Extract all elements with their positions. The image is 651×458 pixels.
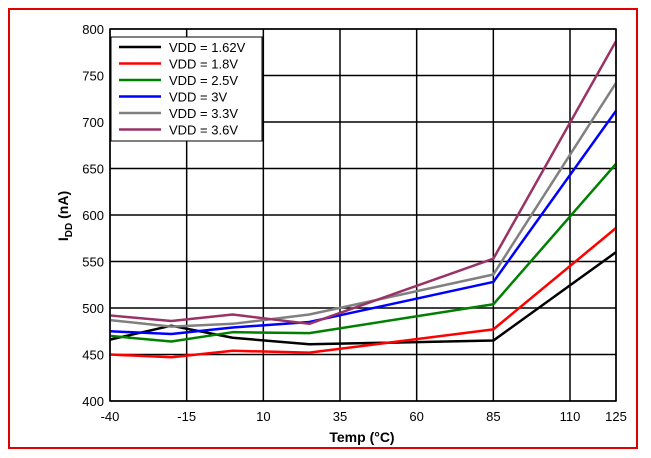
y-tick-label: 750 bbox=[82, 69, 104, 84]
y-tick-label: 700 bbox=[82, 115, 104, 130]
x-tick-label: 60 bbox=[409, 409, 423, 424]
y-tick-label: 650 bbox=[82, 162, 104, 177]
chart-frame bbox=[8, 8, 638, 449]
x-tick-label: 110 bbox=[560, 409, 581, 424]
y-axis-title: IDD (nA) bbox=[55, 191, 75, 241]
plot-border bbox=[109, 28, 617, 402]
y-tick-label: 400 bbox=[82, 394, 104, 409]
legend-label-3: VDD = 2.5V bbox=[169, 73, 238, 88]
legend-label-4: VDD = 3V bbox=[169, 90, 227, 105]
series-line-1 bbox=[109, 251, 617, 346]
series-line-2 bbox=[109, 227, 617, 359]
y-tick-label: 800 bbox=[82, 22, 104, 37]
series-line-3 bbox=[109, 163, 617, 343]
y-axis-title-suffix: (nA) bbox=[55, 191, 71, 223]
series-line-6 bbox=[109, 40, 618, 326]
y-tick-label: 600 bbox=[82, 208, 104, 223]
legend-label-6: VDD = 3.6V bbox=[169, 123, 238, 138]
x-tick-label: 125 bbox=[605, 409, 627, 424]
legend-box bbox=[110, 36, 263, 142]
y-tick-label: 550 bbox=[82, 255, 104, 270]
x-tick-label: -15 bbox=[177, 409, 196, 424]
y-axis-title-main: I bbox=[55, 237, 71, 241]
x-tick-label: 35 bbox=[333, 409, 347, 424]
x-tick-labels: -40 -15 10 35 60 85 110 125 bbox=[101, 409, 627, 424]
legend-label-1: VDD = 1.62V bbox=[169, 40, 246, 55]
series-lines bbox=[109, 40, 618, 359]
x-tick-label: 10 bbox=[256, 409, 270, 424]
y-axis-title-sub: DD bbox=[64, 223, 75, 237]
x-axis-title: Temp (°C) bbox=[329, 429, 394, 445]
legend-label-5: VDD = 3.3V bbox=[169, 106, 238, 121]
legend-label-2: VDD = 1.8V bbox=[169, 57, 238, 72]
x-tick-label: 85 bbox=[486, 409, 500, 424]
y-tick-label: 450 bbox=[82, 348, 104, 363]
series-line-4 bbox=[109, 110, 618, 336]
x-tick-label: -40 bbox=[101, 409, 120, 424]
y-tick-labels: 400 450 500 550 600 650 700 750 800 bbox=[82, 22, 104, 409]
y-tick-label: 500 bbox=[82, 301, 104, 316]
